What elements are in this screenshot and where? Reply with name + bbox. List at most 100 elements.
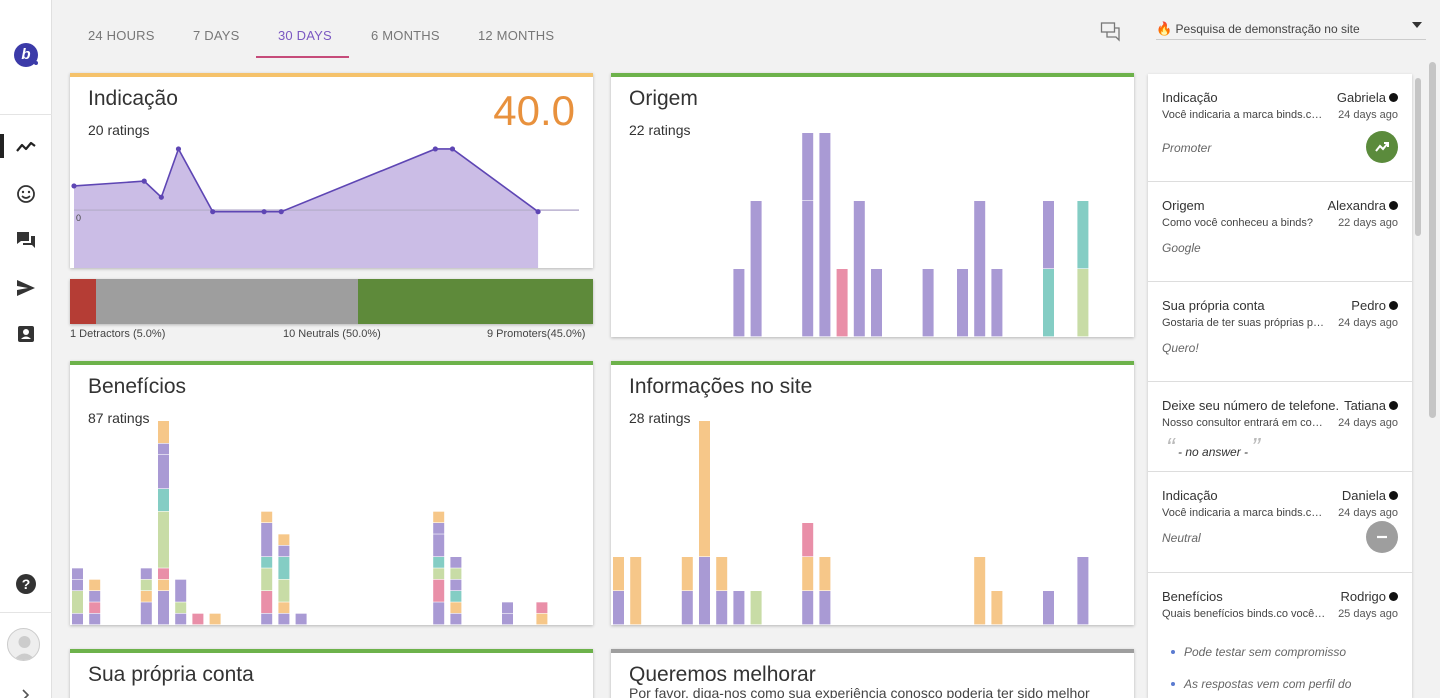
data-point xyxy=(432,146,438,152)
feed-item[interactable]: Indicação Daniela Você indicaria a marca… xyxy=(1148,472,1412,573)
bar-segment xyxy=(802,523,814,557)
feed-answer: Promoter xyxy=(1162,141,1212,155)
bar-segment xyxy=(802,133,814,201)
bar-segment xyxy=(450,613,462,625)
flame-icon: 🔥 xyxy=(1156,21,1173,36)
send-icon[interactable] xyxy=(15,277,37,299)
bar-segment xyxy=(72,579,83,591)
card-informacoes[interactable]: Informações no site 28 ratings xyxy=(611,361,1134,625)
feed-item[interactable]: Deixe seu número de telefone. Tatiana No… xyxy=(1148,382,1412,472)
bar-segment xyxy=(158,579,169,591)
card-beneficios[interactable]: Benefícios 87 ratings xyxy=(70,361,593,625)
bar-segment xyxy=(261,568,273,591)
card-melhorar[interactable]: Queremos melhorar Por favor, diga-nos co… xyxy=(611,649,1134,698)
bar-segment xyxy=(433,523,445,534)
area-fill xyxy=(74,148,539,268)
bar-segment xyxy=(433,602,445,625)
survey-select-label: Pesquisa de demonstração no site xyxy=(1175,22,1360,36)
bar-segment xyxy=(140,568,152,580)
responses-feed[interactable]: Indicação Gabriela Você indicaria a marc… xyxy=(1148,74,1412,698)
binds-logo[interactable]: b xyxy=(14,43,38,67)
card-ratings: 20 ratings xyxy=(88,122,150,138)
informacoes-bar-chart xyxy=(613,421,1089,625)
tab-30-days[interactable]: 30 DAYS xyxy=(278,28,332,43)
promoter-badge-icon xyxy=(1366,131,1398,163)
bar-segment xyxy=(89,613,101,625)
tab-7-days[interactable]: 7 DAYS xyxy=(193,28,240,43)
bar-segment xyxy=(630,557,642,625)
card-title: Sua própria conta xyxy=(88,663,254,686)
feed-item[interactable]: Indicação Gabriela Você indicaria a marc… xyxy=(1148,74,1412,182)
bar-segment xyxy=(1043,201,1054,269)
page-scrollbar[interactable] xyxy=(1429,62,1436,418)
bar-segment xyxy=(158,443,169,455)
series-line xyxy=(73,147,539,213)
svg-text:?: ? xyxy=(22,576,31,592)
status-dot xyxy=(1389,491,1398,500)
feed-scrollbar[interactable] xyxy=(1415,78,1421,236)
bar-segment xyxy=(802,201,814,337)
card-origem[interactable]: Origem 22 ratings xyxy=(611,73,1134,337)
help-icon[interactable]: ? xyxy=(15,573,37,595)
origem-bar-chart xyxy=(733,133,1089,337)
contact-card-icon[interactable] xyxy=(15,323,37,345)
data-point xyxy=(261,209,267,215)
card-title: Benefícios xyxy=(88,375,187,398)
bar-segment xyxy=(450,579,462,591)
feed-item[interactable]: Sua própria conta Pedro Gostaria de ter … xyxy=(1148,282,1412,382)
feed-item[interactable]: Benefícios Rodrigo Quais benefícios bind… xyxy=(1148,573,1412,698)
smiley-icon[interactable] xyxy=(15,183,37,205)
bar-segment xyxy=(140,602,152,625)
feed-answer: Neutral xyxy=(1162,531,1201,545)
close-quote-icon: ” xyxy=(1251,432,1261,462)
bar-segment xyxy=(450,591,462,602)
bar-segment xyxy=(681,591,693,625)
card-conta[interactable]: Sua própria conta xyxy=(70,649,593,698)
bar-segment xyxy=(89,591,101,602)
bar-segment xyxy=(613,591,624,625)
avatar[interactable] xyxy=(7,628,40,661)
bar-segment xyxy=(261,557,273,568)
feed-item[interactable]: Origem Alexandra Como você conheceu a bi… xyxy=(1148,182,1412,282)
neutrals-label: 10 Neutrals (50.0%) xyxy=(283,328,381,340)
bar-segment xyxy=(1043,591,1054,625)
bar-segment xyxy=(974,557,986,625)
list-item: As respostas vem com perfil do xyxy=(1170,677,1352,691)
tab-6-months[interactable]: 6 MONTHS xyxy=(371,28,440,43)
bar-segment xyxy=(89,602,101,614)
chevron-down-icon xyxy=(1412,22,1422,28)
bar-segment xyxy=(699,557,710,625)
bar-segment xyxy=(295,613,307,625)
card-title: Origem xyxy=(629,87,698,110)
bar-segment xyxy=(1077,269,1089,337)
bar-segment xyxy=(140,591,152,602)
tab-24-hours[interactable]: 24 HOURS xyxy=(88,28,155,43)
bar-segment xyxy=(819,557,831,591)
chat-bubbles-icon[interactable] xyxy=(15,229,37,251)
responses-icon[interactable] xyxy=(1100,20,1122,42)
bar-segment xyxy=(278,579,290,602)
bar-segment xyxy=(209,613,221,625)
bar-segment xyxy=(278,557,290,580)
bar-segment xyxy=(261,523,273,557)
card-topbar xyxy=(611,73,1134,77)
expand-chevron-icon[interactable] xyxy=(15,684,37,698)
bar-segment xyxy=(433,511,445,523)
trend-line-icon[interactable] xyxy=(15,136,37,158)
data-point xyxy=(175,146,182,152)
data-point xyxy=(449,146,456,152)
tab-12-months[interactable]: 12 MONTHS xyxy=(478,28,555,43)
promoters-label: 9 Promoters(45.0%) xyxy=(487,328,586,340)
status-dot xyxy=(1389,201,1398,210)
feed-answer: Quero! xyxy=(1162,341,1199,355)
card-indicacao[interactable]: 0 Indicação 20 ratings 40.0 xyxy=(70,73,593,268)
feed-question: Origem xyxy=(1162,198,1205,213)
bar-segment xyxy=(278,613,290,625)
survey-select[interactable]: 🔥 Pesquisa de demonstração no site xyxy=(1156,16,1426,40)
bar-segment xyxy=(733,591,745,625)
bar-segment xyxy=(802,591,814,625)
bar-segment xyxy=(991,591,1003,625)
data-point xyxy=(71,183,77,189)
bar-segment xyxy=(733,269,745,337)
neutrals-segment xyxy=(96,279,358,324)
